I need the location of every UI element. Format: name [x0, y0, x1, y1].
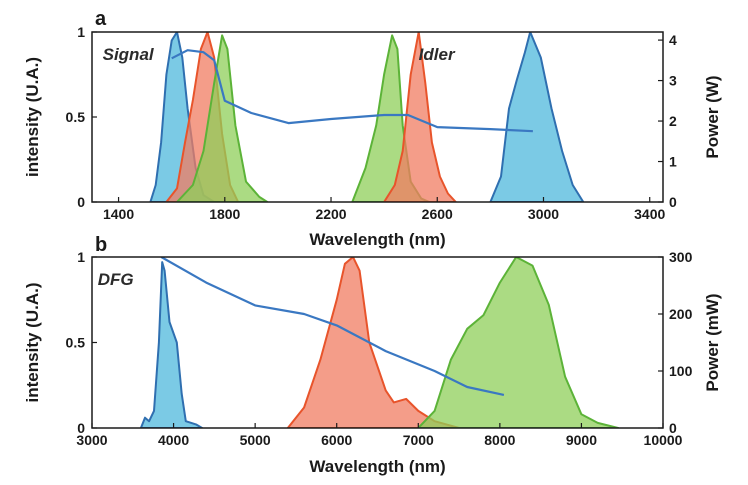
plot-area [149, 32, 585, 202]
x-tick-label: 3000 [528, 206, 559, 222]
x-tick-label: 6000 [321, 432, 352, 448]
spectrum-blue-1 [139, 261, 204, 428]
plot-area [139, 257, 620, 428]
spectrum-green-3 [176, 34, 269, 202]
y2-tick-label: 3 [669, 73, 677, 89]
y-tick-label: 1 [77, 249, 85, 265]
x-tick-label: 8000 [484, 432, 515, 448]
annotation-idler: Idler [419, 45, 456, 64]
y-tick-label: 0.5 [66, 335, 86, 351]
y-tick-label: 0 [77, 420, 85, 436]
y-tick-label: 0 [77, 194, 85, 210]
panel-b-chart: 3000 4000 5000 6000 7000 8000 9000 1000000.5101… [23, 234, 722, 476]
annotation-dfg: DFG [98, 270, 134, 289]
x-tick-label: 4000 [158, 432, 189, 448]
y2-axis-title: Power (mW) [703, 293, 722, 391]
power-curve [160, 257, 505, 396]
x-tick-label: 1800 [209, 206, 240, 222]
power-curve [171, 49, 533, 133]
x-axis-title: Wavelength (nm) [309, 230, 445, 249]
y2-tick-label: 100 [669, 363, 693, 379]
spectrum-red-5 [383, 32, 457, 202]
panel-letter: a [95, 8, 107, 30]
y2-tick-label: 0 [669, 420, 677, 436]
x-axis-title: Wavelength (nm) [309, 457, 445, 476]
x-tick-label: 2200 [315, 206, 346, 222]
x-tick-label: 5000 [240, 432, 271, 448]
x-tick-label: 3000 [76, 432, 107, 448]
y2-tick-label: 300 [669, 249, 693, 265]
spectrum-blue-6 [489, 32, 585, 202]
spectrum-green-3 [417, 257, 620, 428]
y2-tick-label: 0 [669, 194, 677, 210]
x-tick-label: 7000 [403, 432, 434, 448]
x-tick-label: 3400 [634, 206, 665, 222]
x-tick-label: 2600 [422, 206, 453, 222]
y2-tick-label: 2 [669, 113, 677, 129]
y2-tick-label: 1 [669, 154, 677, 170]
x-tick-label: 1400 [103, 206, 134, 222]
y2-tick-label: 200 [669, 306, 693, 322]
x-tick-label: 10000 [644, 432, 683, 448]
y-tick-label: 1 [77, 24, 85, 40]
annotation-signal: Signal [103, 45, 155, 64]
y-axis-title: intensity (U.A.) [23, 57, 42, 177]
panel-a-chart: 1400 1800 2200 2600 3000 340000.5101234Wavele… [23, 8, 722, 249]
spectrum-red-2 [286, 257, 461, 428]
y-tick-label: 0.5 [66, 109, 86, 125]
y-axis-title: intensity (U.A.) [23, 283, 42, 403]
y2-axis-title: Power (W) [703, 75, 722, 158]
y2-tick-label: 4 [669, 32, 677, 48]
x-tick-label: 9000 [566, 432, 597, 448]
panel-letter: b [95, 234, 107, 256]
